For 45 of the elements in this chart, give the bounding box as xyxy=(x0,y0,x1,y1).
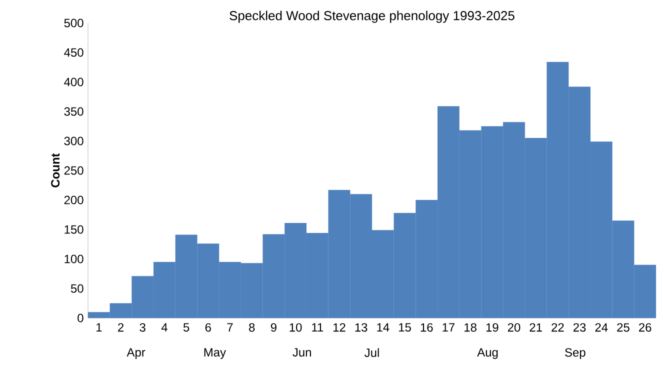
x-tick-label: 23 xyxy=(573,323,586,332)
x-tick-label: 21 xyxy=(530,323,542,332)
x-tick-label: 6 xyxy=(205,323,211,332)
x-tick-label: 9 xyxy=(270,323,276,332)
y-tick-label: 250 xyxy=(64,166,84,175)
y-tick-label: 100 xyxy=(64,254,84,264)
y-tick-label: 500 xyxy=(64,18,84,28)
x-tick-label: 17 xyxy=(442,323,455,332)
text: Jul xyxy=(364,348,379,358)
x-tick-label: 10 xyxy=(290,323,302,332)
text: Jun xyxy=(292,348,311,357)
x-tick-label: 19 xyxy=(486,323,498,332)
x-tick-label: 16 xyxy=(420,323,433,332)
x-tick-label: 26 xyxy=(639,323,652,332)
chart-title: Speckled Wood Stevenage phenology 1993-2025 xyxy=(230,10,514,23)
x-tick-label: 4 xyxy=(161,323,168,332)
x-tick-label: 1 xyxy=(96,323,102,332)
x-tick-label: 20 xyxy=(508,323,520,332)
x-tick-label: 15 xyxy=(399,323,411,332)
x-tick-label: 2 xyxy=(118,323,124,332)
text: Aug xyxy=(477,348,498,359)
x-tick-label: 24 xyxy=(595,323,608,332)
x-tick-label: 22 xyxy=(552,323,564,332)
y-axis-title: Count xyxy=(51,153,60,188)
y-tick-label: 150 xyxy=(64,225,84,234)
x-tick-label: 12 xyxy=(333,323,346,332)
x-tick-label: 3 xyxy=(140,323,146,332)
x-tick-label: 14 xyxy=(377,323,390,332)
y-tick-label: 200 xyxy=(64,196,84,204)
x-tick-label: 11 xyxy=(312,323,324,332)
text: May xyxy=(204,348,226,359)
x-tick-label: 8 xyxy=(249,323,255,332)
text: Apr xyxy=(126,348,146,359)
y-tick-label: 50 xyxy=(70,284,84,293)
y-tick-label: 0 xyxy=(78,314,84,322)
y-tick-label: 400 xyxy=(64,78,84,86)
text: Sep xyxy=(565,348,586,360)
x-tick-label: 7 xyxy=(227,323,233,332)
x-tick-label: 5 xyxy=(183,323,190,332)
y-tick-label: 350 xyxy=(64,107,84,116)
y-tick-label: 300 xyxy=(64,136,84,146)
x-tick-label: 13 xyxy=(355,323,368,332)
y-tick-label: 450 xyxy=(64,48,84,57)
x-tick-label: 25 xyxy=(617,323,630,332)
x-tick-label: 18 xyxy=(464,323,476,332)
